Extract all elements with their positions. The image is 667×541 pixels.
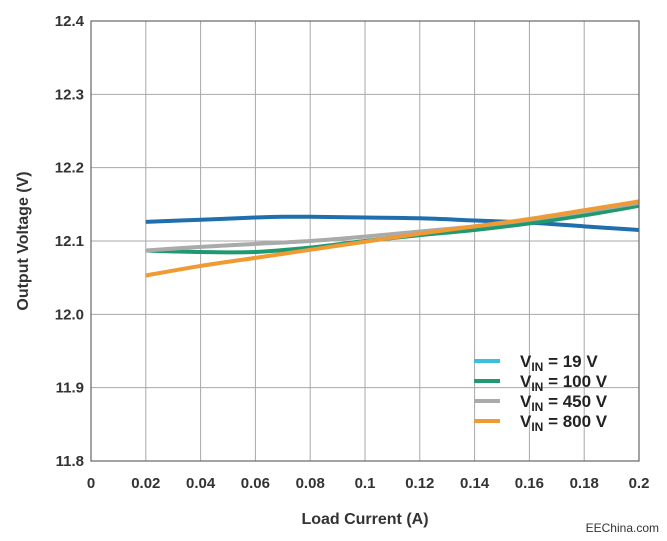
grid-lines (91, 21, 639, 461)
x-axis-title: Load Current (A) (301, 511, 428, 528)
series-lines (145, 199, 640, 278)
y-tick-label: 12.1 (55, 233, 84, 250)
series-line-4 (145, 199, 640, 278)
series-line-1 (145, 214, 640, 232)
x-tick-label: 0.04 (186, 475, 216, 492)
x-tick-label: 0.08 (296, 475, 325, 492)
x-tick-label: 0.2 (629, 475, 650, 492)
legend-label: VIN = 800 V (520, 412, 608, 434)
watermark-text: EEChina.com (586, 521, 659, 535)
x-tick-label: 0.12 (405, 475, 434, 492)
x-tick-label: 0.06 (241, 475, 270, 492)
x-tick-label: 0.14 (460, 475, 490, 492)
y-tick-label: 12.3 (55, 86, 84, 103)
y-axis-title: Output Voltage (V) (15, 171, 32, 310)
y-tick-labels: 11.8 11.9 12.0 12.1 12.2 12.3 12.4 (55, 13, 85, 470)
x-tick-label: 0.1 (355, 475, 376, 492)
y-tick-label: 11.9 (56, 380, 84, 397)
legend-label: VIN = 19 V (520, 352, 598, 374)
x-tick-label: 0.16 (515, 475, 544, 492)
y-tick-label: 12.2 (55, 160, 84, 177)
plot-frame (90, 20, 640, 462)
x-tick-label: 0.18 (570, 475, 599, 492)
legend-label: VIN = 450 V (520, 392, 608, 414)
x-tick-label: 0 (87, 475, 95, 492)
x-tick-labels: 0 0.02 0.04 0.06 0.08 0.1 0.12 0.14 0.16 0.18 0.2 (87, 475, 650, 492)
y-tick-label: 11.8 (56, 453, 84, 470)
x-tick-label: 0.02 (131, 475, 160, 492)
y-tick-label: 12.0 (55, 306, 84, 323)
y-tick-label: 12.4 (55, 13, 85, 30)
legend-label: VIN = 100 V (520, 372, 608, 394)
